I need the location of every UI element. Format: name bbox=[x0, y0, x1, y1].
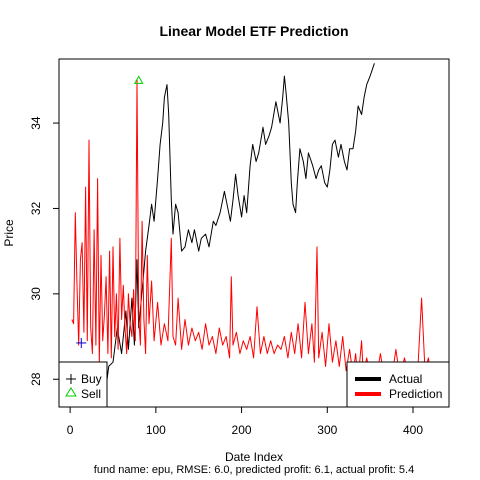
sell-marker bbox=[133, 75, 144, 84]
legend-buy-icon bbox=[66, 374, 76, 384]
legend-actual-label: Actual bbox=[389, 372, 422, 386]
x-tick-label: 100 bbox=[146, 423, 166, 437]
x-axis: 0 100 200 300 400 bbox=[67, 406, 423, 437]
x-tick-label: 400 bbox=[403, 423, 423, 437]
legend-series: Actual Prediction bbox=[346, 361, 450, 408]
buy-marker bbox=[76, 337, 87, 348]
legend-buy-sell-box bbox=[58, 361, 108, 408]
actual-line bbox=[69, 63, 375, 406]
legend-sell-label: Sell bbox=[81, 387, 101, 401]
legend-sell-icon bbox=[65, 387, 77, 397]
y-axis: 28 30 32 34 bbox=[29, 116, 60, 386]
y-tick-label: 28 bbox=[29, 372, 43, 386]
prediction-series bbox=[71, 79, 432, 380]
actual-series bbox=[69, 63, 375, 406]
prediction-line bbox=[71, 79, 432, 380]
legend-buy-label: Buy bbox=[81, 372, 102, 386]
y-tick-label: 34 bbox=[29, 116, 43, 130]
chart-subtitle: fund name: epu, RMSE: 6.0, predicted pro… bbox=[94, 464, 414, 476]
y-axis-label: Price bbox=[2, 219, 16, 247]
x-tick-label: 0 bbox=[67, 423, 74, 437]
chart-title: Linear Model ETF Prediction bbox=[159, 23, 348, 39]
trade-markers bbox=[76, 75, 144, 348]
legend-buy-sell: Buy Sell bbox=[58, 361, 108, 408]
x-tick-label: 200 bbox=[232, 423, 252, 437]
x-tick-label: 300 bbox=[317, 423, 337, 437]
legend-prediction-label: Prediction bbox=[389, 387, 442, 401]
legend-series-box bbox=[346, 361, 450, 408]
y-tick-label: 30 bbox=[29, 287, 43, 301]
x-axis-label: Date Index bbox=[225, 450, 283, 464]
y-tick-label: 32 bbox=[29, 201, 43, 215]
